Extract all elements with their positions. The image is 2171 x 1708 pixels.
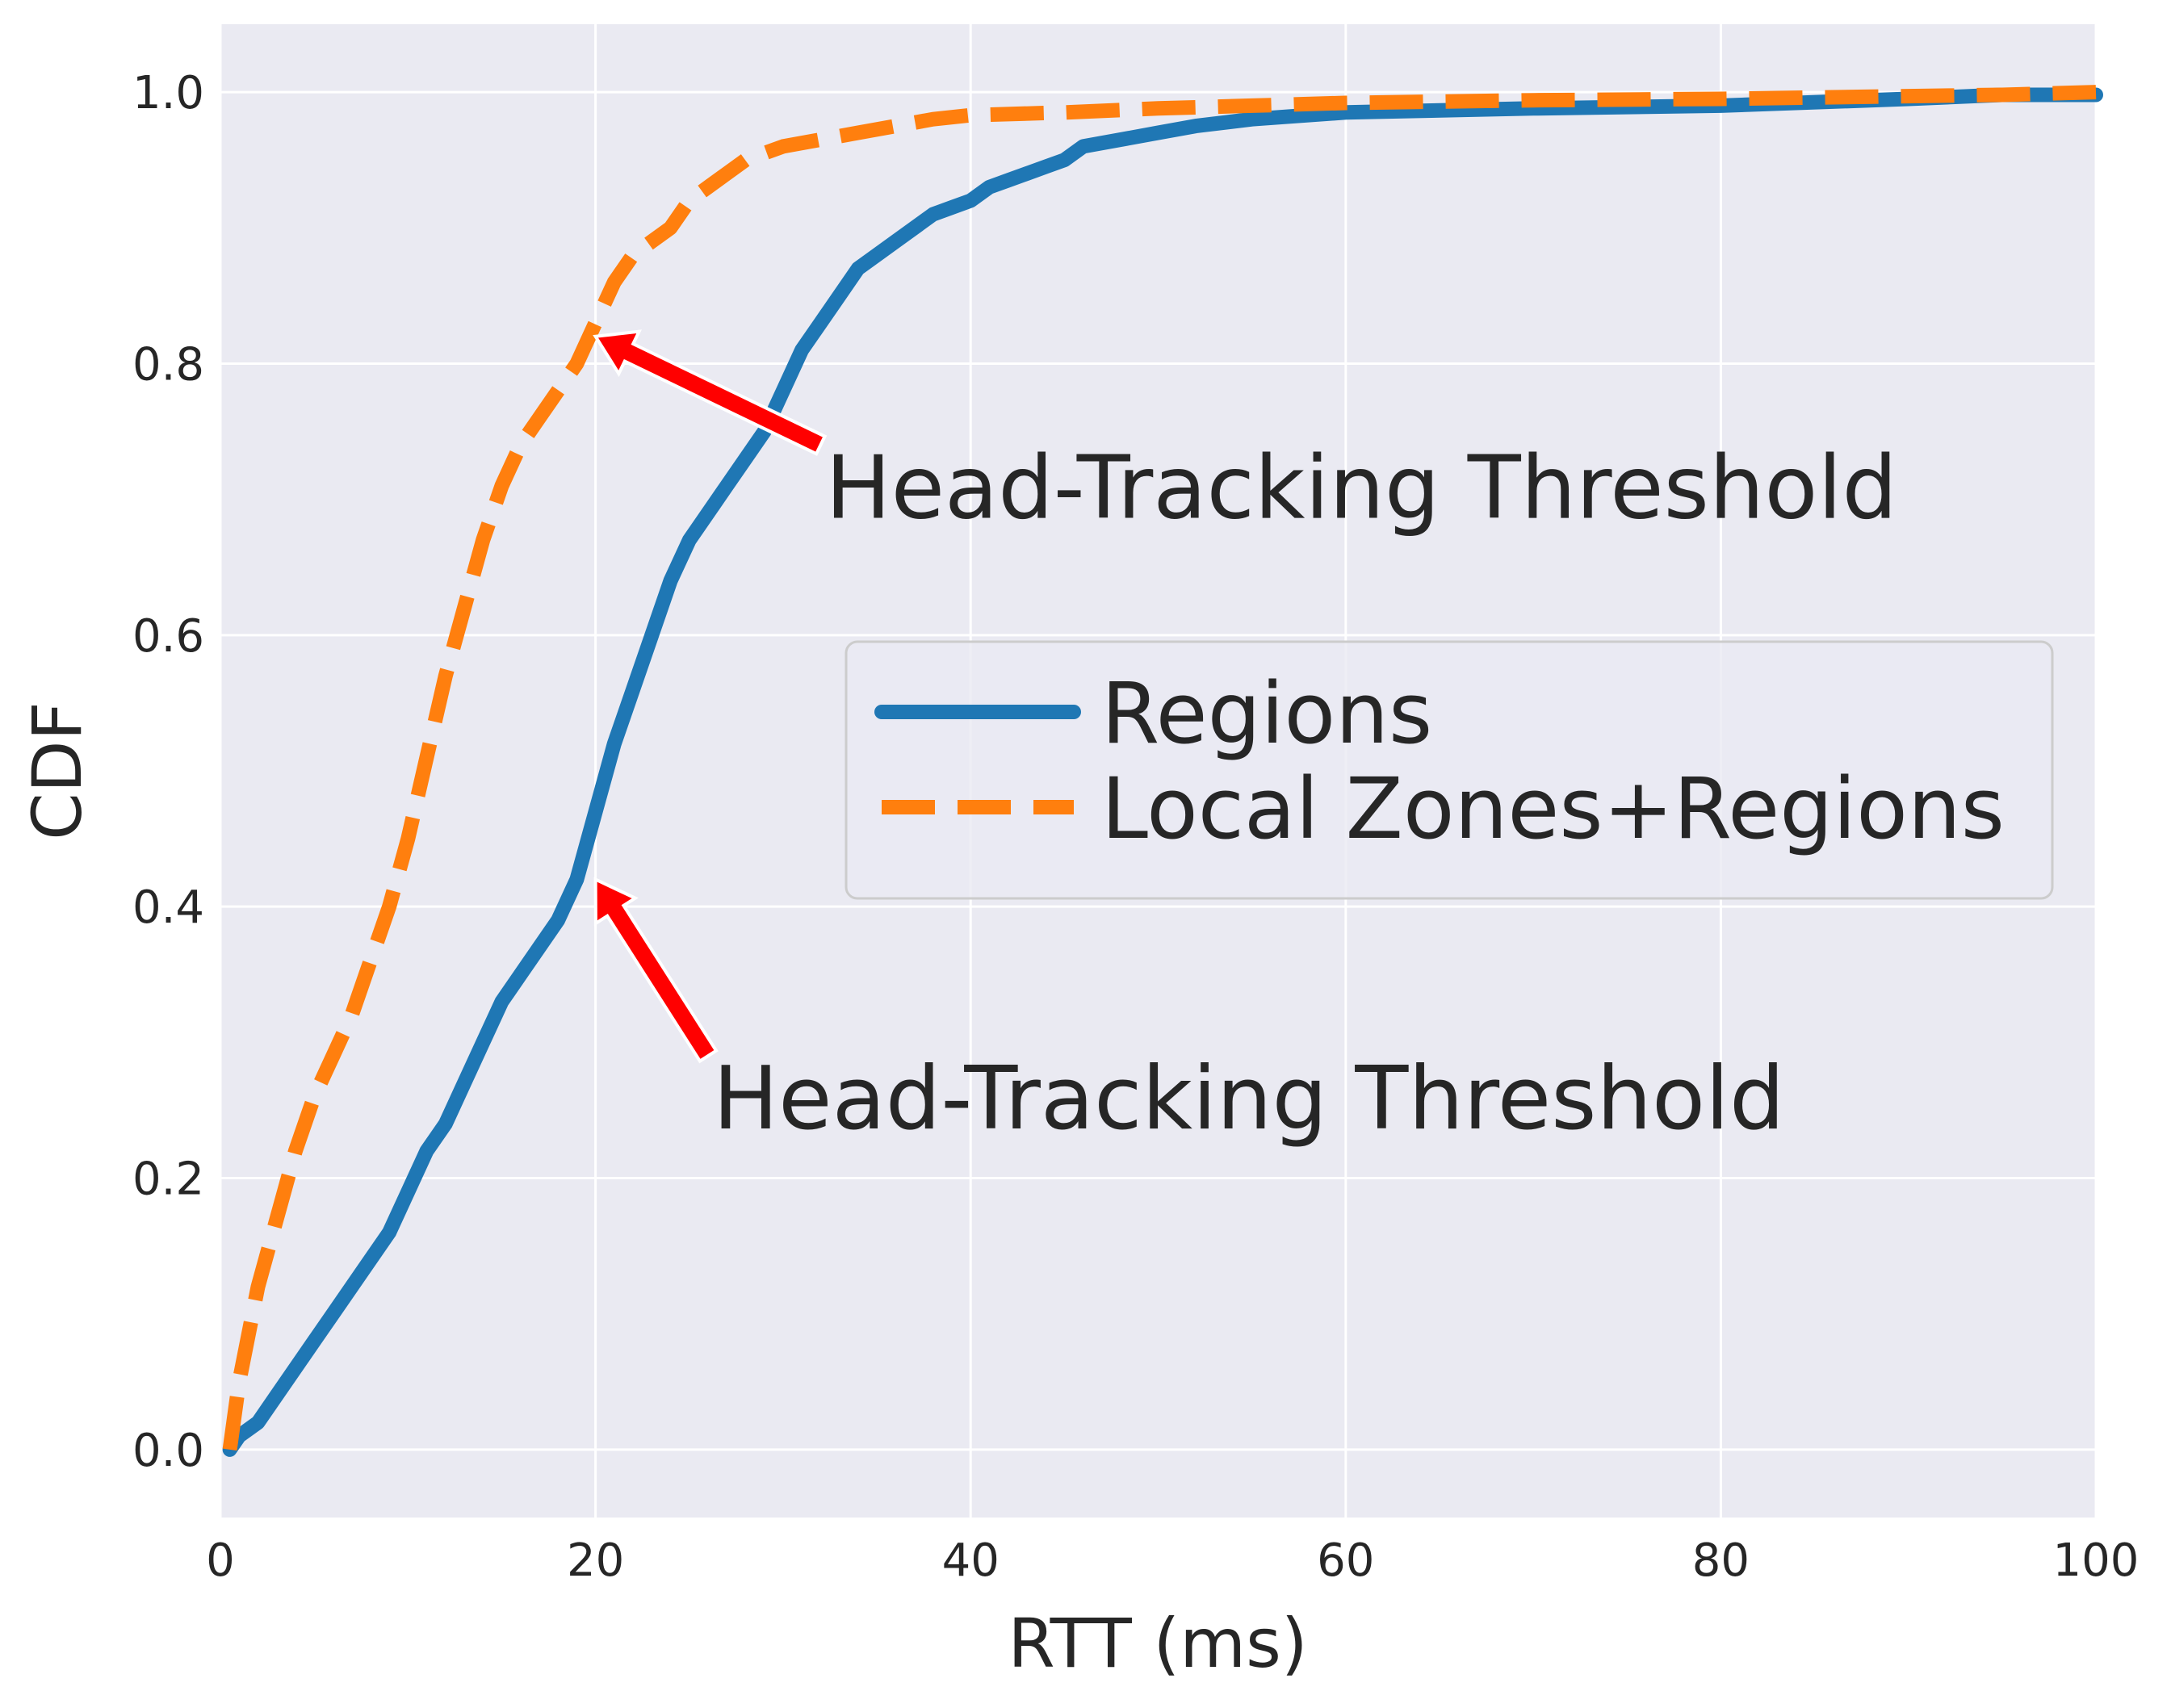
legend-label-regions: Regions	[1101, 664, 1432, 763]
legend: Regions Local Zones+Regions	[845, 640, 2054, 900]
y-tick-label-1: 0.2	[132, 1153, 204, 1206]
y-tick-label-4: 0.8	[132, 338, 204, 391]
annotation-label-1: Head-Tracking Threshold	[713, 1049, 1785, 1149]
y-tick-label-0: 0.0	[132, 1425, 204, 1477]
annotation-label-0: Head-Tracking Threshold	[825, 437, 1897, 538]
x-tick-label-3: 60	[1317, 1534, 1374, 1587]
y-axis-title: CDF	[18, 701, 97, 840]
x-tick-label-2: 40	[942, 1534, 1000, 1587]
x-tick-label-1: 20	[567, 1534, 624, 1587]
x-tick-label-5: 100	[2053, 1534, 2140, 1587]
annotations: Head-Tracking Threshold Head-Tracking Thr…	[593, 329, 1897, 1149]
legend-box	[845, 640, 2054, 900]
series-line-regions	[222, 87, 2103, 1457]
series-lines	[222, 85, 2103, 1457]
x-tick-label-0: 0	[206, 1534, 235, 1587]
y-tick-label-2: 0.4	[132, 881, 204, 934]
x-tick-label-4: 80	[1692, 1534, 1750, 1587]
y-tick-label-5: 1.0	[132, 67, 204, 119]
tick-labels: 0 20 40 60 80 100 0.0 0.2 0.4 0.6 0.8 1.0	[132, 67, 2140, 1587]
x-axis-title: RTT (ms)	[1008, 1604, 1307, 1683]
annotation-arrow-0	[593, 329, 828, 456]
y-tick-label-3: 0.6	[132, 610, 204, 663]
annotation-arrow-1	[593, 877, 719, 1064]
series-line-local-zones-regions	[222, 85, 2097, 1451]
legend-label-local-zones-regions: Local Zones+Regions	[1101, 760, 2005, 858]
